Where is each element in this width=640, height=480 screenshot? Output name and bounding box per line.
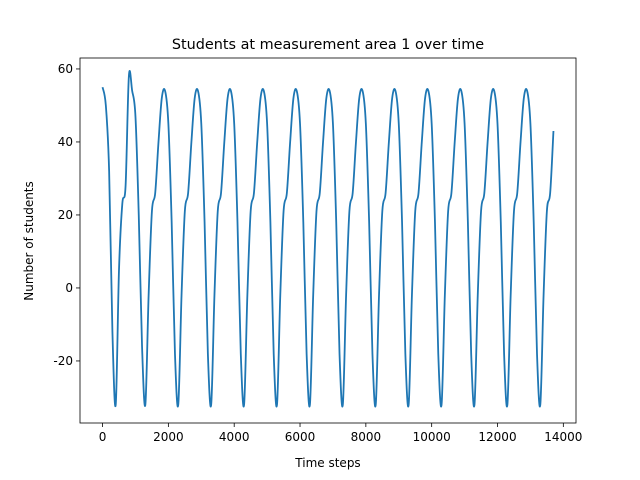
x-tick-label: 2000	[153, 430, 184, 444]
y-axis-label: Number of students	[22, 181, 36, 301]
y-tick-label: -20	[53, 354, 73, 368]
x-tick-label: 0	[99, 430, 107, 444]
x-tick-label: 4000	[219, 430, 250, 444]
data-line	[101, 70, 555, 408]
chart-title: Students at measurement area 1 over time	[172, 37, 484, 53]
x-tick-label: 12000	[478, 430, 516, 444]
x-tick-label: 14000	[544, 430, 582, 444]
y-tick-label: 20	[58, 208, 73, 222]
x-axis-label: Time steps	[294, 456, 360, 470]
x-tick-label: 8000	[351, 430, 382, 444]
y-tick-label: 40	[58, 135, 73, 149]
y-tick-label: 60	[58, 62, 73, 76]
y-tick-label: 0	[65, 281, 73, 295]
plot-frame	[79, 57, 577, 424]
x-tick-label: 6000	[285, 430, 316, 444]
x-tick-label: 10000	[413, 430, 451, 444]
